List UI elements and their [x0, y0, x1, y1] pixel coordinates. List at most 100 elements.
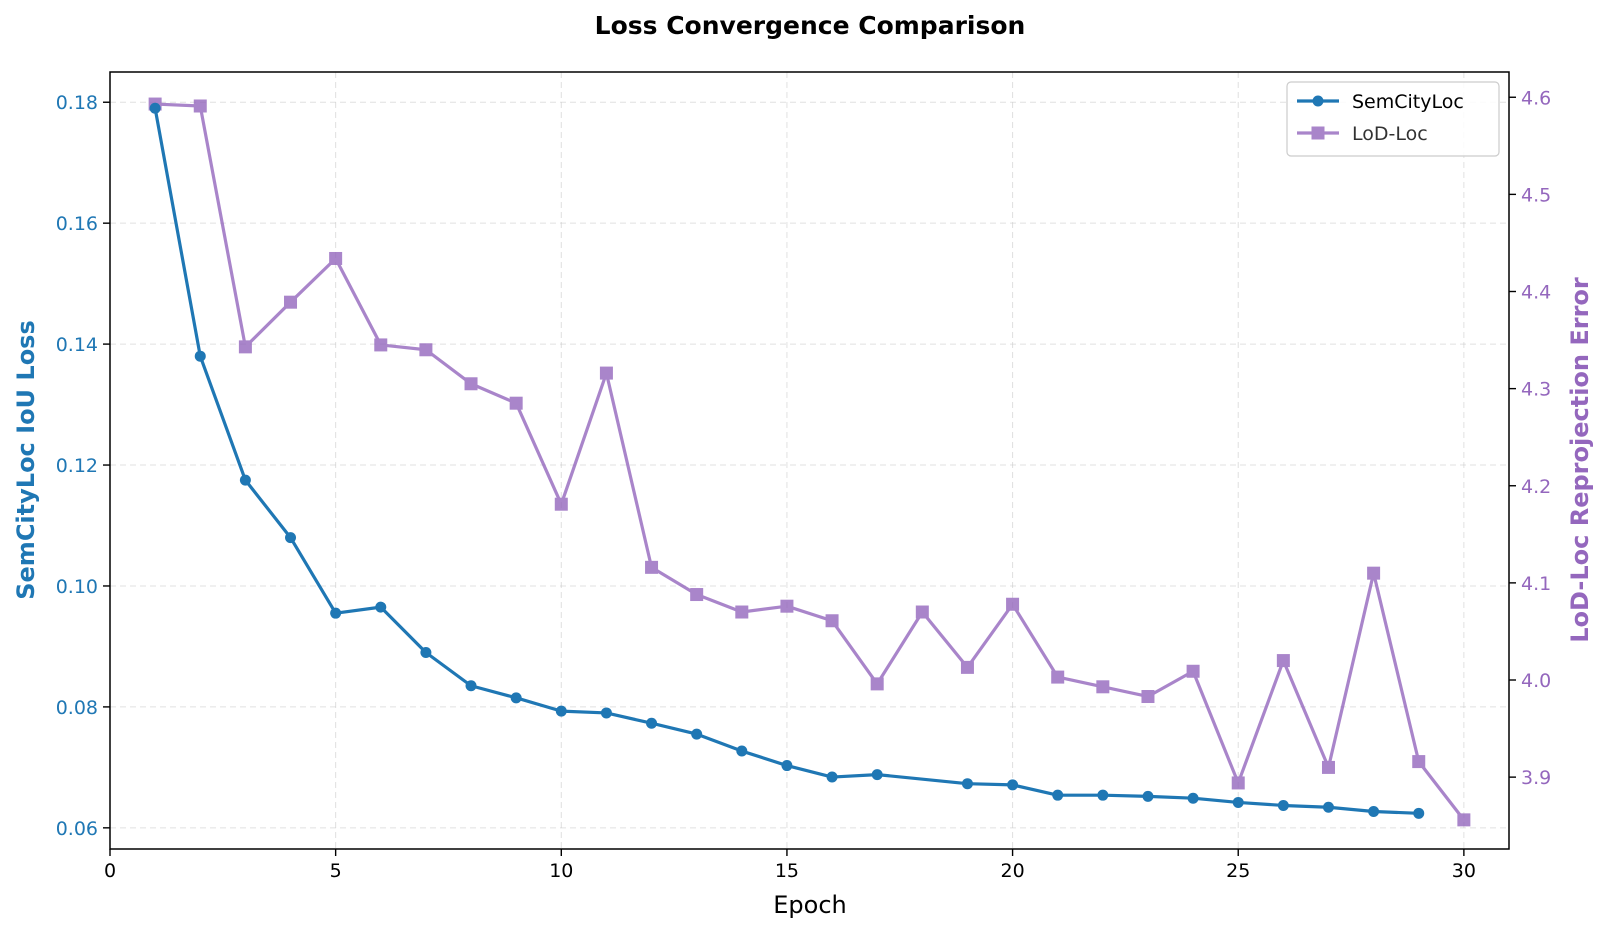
data-point-lod-loc [645, 560, 659, 574]
data-point-lod-loc [1006, 597, 1020, 611]
x-tick-label: 0 [104, 860, 116, 882]
series-lod-loc [148, 97, 1471, 827]
data-point-lod-loc [1321, 760, 1335, 774]
x-axis-label: Epoch [773, 891, 847, 919]
y-right-tick-label: 3.9 [1521, 767, 1551, 789]
data-point-semcityloc [1097, 789, 1109, 801]
data-point-semcityloc [1277, 799, 1289, 811]
data-point-lod-loc [193, 99, 207, 113]
data-point-lod-loc [509, 396, 523, 410]
legend-item-semcityloc: SemCityLoc [1297, 91, 1464, 113]
y-left-tick-label: 0.18 [56, 92, 98, 114]
chart-title: Loss Convergence Comparison [595, 11, 1026, 40]
data-point-lod-loc [960, 660, 974, 674]
series-semcityloc [149, 102, 1425, 819]
x-tick-label: 15 [775, 860, 799, 882]
data-point-lod-loc [870, 677, 884, 691]
data-point-lod-loc [1231, 776, 1245, 790]
data-point-lod-loc [690, 588, 704, 602]
data-point-semcityloc [1142, 790, 1154, 802]
data-point-lod-loc [599, 366, 613, 380]
data-point-semcityloc [961, 778, 973, 790]
data-point-lod-loc [1096, 680, 1110, 694]
legend-item-lod-loc: LoD-Loc [1297, 123, 1428, 145]
y-axis-left: 0.06 0.08 0.10 0.12 0.14 0.16 0.18 [56, 92, 110, 840]
data-point-lod-loc [1412, 755, 1426, 769]
data-point-semcityloc [1413, 807, 1425, 819]
data-point-lod-loc [464, 377, 478, 391]
y-left-tick-label: 0.14 [56, 334, 98, 356]
data-point-lod-loc [554, 497, 568, 511]
y-right-tick-label: 4.6 [1521, 87, 1551, 109]
data-point-semcityloc [194, 350, 206, 362]
legend-box [1286, 81, 1500, 157]
data-point-semcityloc [1007, 779, 1019, 791]
series-line-lod-loc [155, 102, 1466, 821]
y-right-tick-label: 4.4 [1521, 282, 1551, 304]
data-point-lod-loc [329, 251, 343, 265]
data-point-lod-loc [374, 338, 388, 352]
y-axis-right: 3.9 4.0 4.1 4.2 4.3 4.4 4.5 4.6 [1509, 87, 1551, 789]
data-point-lod-loc [780, 599, 794, 613]
y-left-tick-label: 0.08 [56, 697, 98, 719]
data-point-semcityloc [691, 728, 703, 740]
data-point-lod-loc [915, 605, 929, 619]
data-point-lod-loc [1367, 566, 1381, 580]
y-right-tick-label: 4.5 [1521, 184, 1551, 206]
data-point-semcityloc [465, 680, 477, 692]
x-tick-label: 30 [1452, 860, 1476, 882]
x-tick-label: 10 [549, 860, 573, 882]
data-point-lod-loc [1186, 664, 1200, 678]
y-left-tick-label: 0.12 [56, 455, 98, 477]
x-axis: 0 5 10 15 20 25 30 [104, 849, 1476, 882]
x-tick-label: 25 [1226, 860, 1250, 882]
data-point-semcityloc [1322, 801, 1334, 813]
series-layer [148, 97, 1471, 827]
y-right-tick-label: 4.2 [1521, 476, 1551, 498]
data-point-lod-loc [238, 340, 252, 354]
data-point-semcityloc [510, 692, 522, 704]
data-point-semcityloc [646, 717, 658, 729]
legend-marker [1312, 95, 1324, 107]
y-axis-left-label: SemCityLoc IoU Loss [12, 320, 40, 600]
data-point-lod-loc [1051, 670, 1065, 684]
data-point-lod-loc [1457, 813, 1471, 827]
y-right-tick-label: 4.1 [1521, 573, 1551, 595]
data-point-semcityloc [555, 705, 567, 717]
y-left-tick-label: 0.16 [56, 213, 98, 235]
data-point-lod-loc [419, 343, 433, 357]
legend-label: SemCityLoc [1352, 91, 1464, 113]
data-point-semcityloc [1368, 806, 1380, 818]
data-point-semcityloc [239, 474, 251, 486]
x-tick-label: 5 [330, 860, 342, 882]
legend-marker [1311, 126, 1325, 140]
series-line-semcityloc [153, 107, 1419, 815]
data-point-semcityloc [285, 532, 297, 544]
data-point-lod-loc [1276, 654, 1290, 668]
data-point-semcityloc [375, 601, 387, 613]
data-point-semcityloc [600, 707, 612, 719]
y-right-tick-label: 4.0 [1521, 670, 1551, 692]
data-point-semcityloc [1187, 792, 1199, 804]
data-point-semcityloc [736, 745, 748, 757]
data-point-lod-loc [825, 614, 839, 628]
data-point-semcityloc [871, 769, 883, 781]
data-point-semcityloc [330, 607, 342, 619]
y-left-tick-label: 0.10 [56, 576, 98, 598]
data-point-semcityloc [826, 771, 838, 783]
data-point-lod-loc [735, 605, 749, 619]
legend-label: LoD-Loc [1352, 123, 1428, 145]
data-point-lod-loc [1141, 690, 1155, 704]
plot-frame [109, 71, 1510, 850]
x-tick-label: 20 [1000, 860, 1024, 882]
y-right-tick-label: 4.3 [1521, 379, 1551, 401]
data-point-lod-loc [284, 295, 298, 309]
grid [109, 72, 1509, 849]
data-point-semcityloc [781, 760, 793, 772]
y-left-tick-label: 0.06 [56, 818, 98, 840]
data-point-semcityloc [149, 102, 161, 114]
data-point-semcityloc [420, 646, 432, 658]
data-point-semcityloc [1052, 789, 1064, 801]
y-axis-right-label: LoD-Loc Reprojection Error [1566, 277, 1594, 643]
